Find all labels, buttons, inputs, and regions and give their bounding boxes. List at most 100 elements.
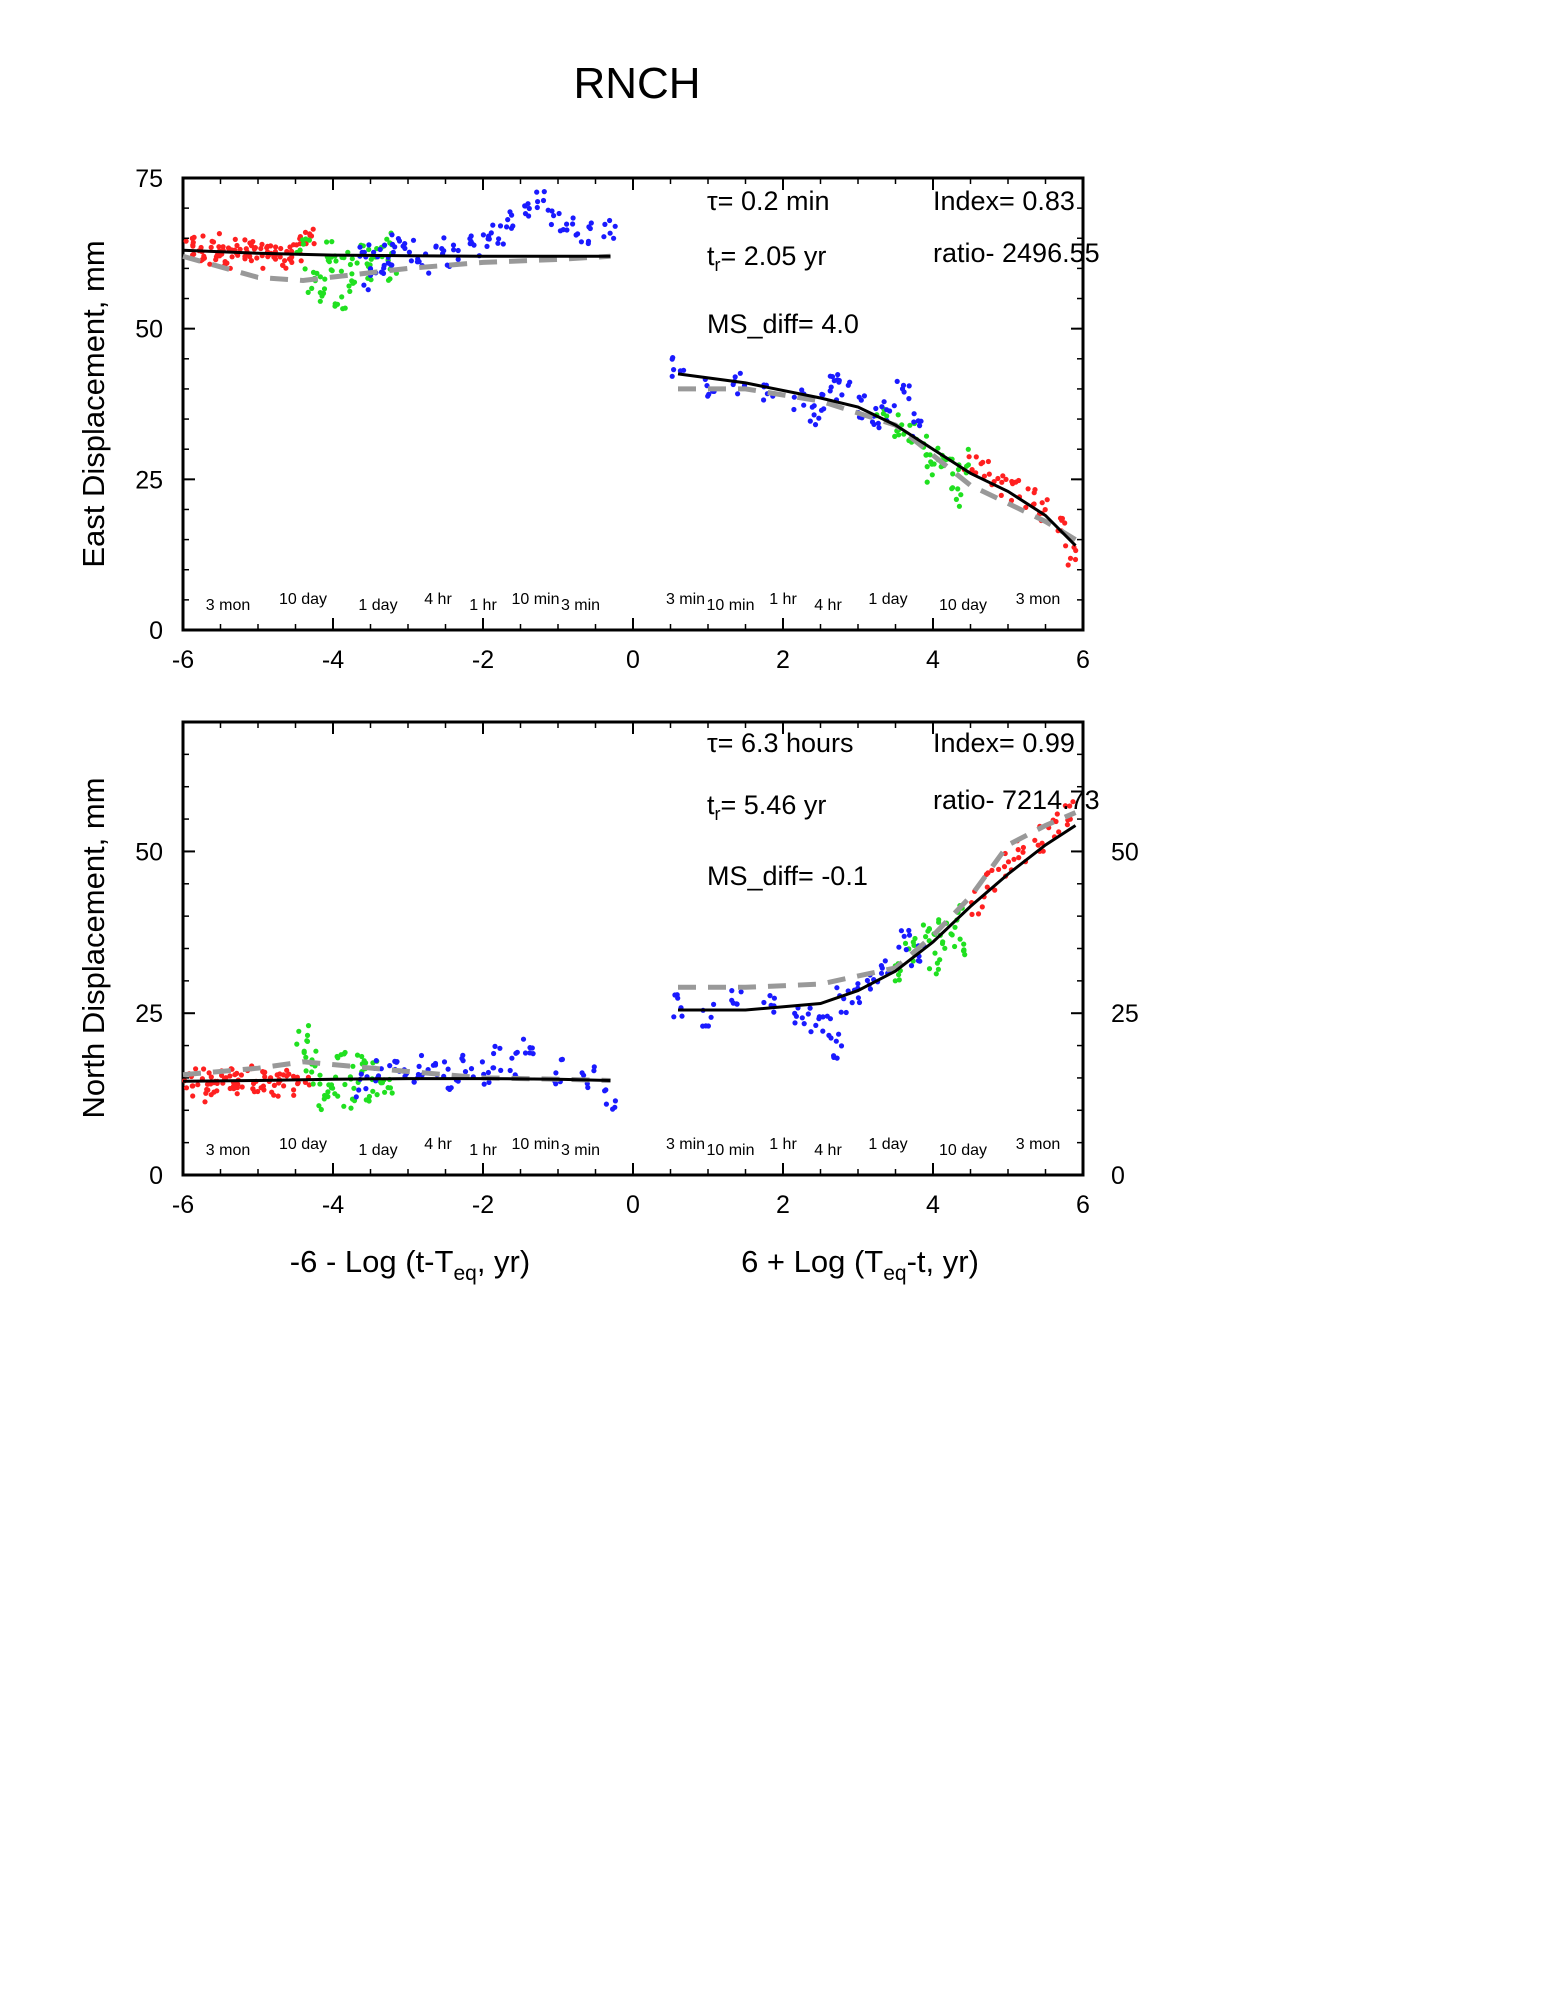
data-point-blue [834, 985, 840, 991]
y-tick-label: 50 [135, 838, 163, 866]
data-point-blue [371, 249, 377, 255]
data-point-green [892, 433, 898, 439]
data-point-red [286, 1071, 292, 1077]
data-point-green [333, 258, 339, 264]
data-point-red [1011, 856, 1017, 862]
data-point-blue [432, 1062, 439, 1068]
east-tau-annotation: τ= 0.2 min [707, 186, 829, 216]
data-point-blue [805, 1011, 811, 1017]
data-point-blue [385, 260, 391, 266]
data-point-blue [711, 1001, 717, 1008]
data-point-red [208, 1074, 214, 1080]
data-point-red [208, 1081, 214, 1087]
data-point-green [374, 1092, 380, 1098]
data-point-red [248, 258, 254, 264]
data-point-red [1032, 487, 1038, 493]
data-point-red [280, 262, 286, 268]
data-point-blue [855, 995, 862, 1001]
x-tick-label: 4 [926, 646, 940, 674]
data-point-blue [878, 970, 885, 976]
data-point-green [351, 279, 358, 285]
data-point-green [935, 445, 941, 451]
time-scale-label: 10 day [279, 591, 327, 608]
data-point-green [318, 1106, 324, 1113]
data-point-blue [838, 1043, 845, 1049]
data-point-green [895, 412, 901, 418]
data-point-blue [448, 1085, 454, 1091]
data-point-green [880, 411, 887, 417]
data-point-red [284, 1067, 290, 1073]
data-point-blue [911, 419, 917, 425]
data-point-blue [484, 243, 490, 249]
data-point-blue [706, 391, 712, 397]
data-point-red [210, 239, 217, 245]
data-point-blue [771, 995, 778, 1001]
data-point-green [952, 924, 958, 930]
data-point-blue [408, 258, 414, 264]
data-point-red [243, 246, 249, 252]
data-point-blue [558, 1057, 564, 1063]
data-point-blue [541, 189, 547, 195]
data-point-blue [828, 384, 834, 390]
data-point-green [347, 261, 353, 268]
data-point-red [1031, 501, 1037, 507]
time-scale-label: 1 hr [769, 1136, 797, 1153]
data-point-green [926, 966, 933, 972]
data-point-green [911, 942, 917, 949]
data-point-blue [828, 1035, 834, 1041]
data-point-blue [587, 225, 593, 232]
time-scale-label: 10 min [706, 1142, 754, 1159]
data-point-blue [356, 1087, 362, 1093]
data-point-blue [878, 963, 885, 969]
data-point-blue [510, 223, 516, 229]
north-tau-value: = 6.3 hours [718, 728, 854, 758]
data-point-blue [564, 221, 570, 227]
data-point-red [975, 911, 982, 917]
data-point-red [307, 231, 313, 237]
data-point-green [350, 1063, 356, 1069]
data-point-green [326, 1082, 332, 1088]
data-point-red [966, 454, 972, 460]
data-point-blue [381, 262, 387, 268]
data-point-red [289, 259, 295, 265]
time-scale-label: 4 hr [424, 1136, 452, 1153]
data-point-red [183, 1085, 190, 1091]
data-point-red [229, 254, 235, 260]
data-point-green [366, 246, 372, 253]
data-point-red [278, 245, 284, 252]
data-point-blue [378, 269, 385, 275]
time-scale-label: 3 min [561, 597, 600, 614]
data-point-red [238, 1072, 244, 1078]
data-point-green [950, 471, 956, 477]
data-point-blue [575, 231, 581, 237]
data-point-blue [389, 241, 396, 247]
data-point-green [304, 1032, 311, 1038]
data-point-green [339, 294, 345, 300]
data-point-red [981, 473, 988, 479]
data-point-blue [864, 977, 871, 984]
time-scale-label: 4 hr [424, 591, 452, 608]
data-point-red [1025, 486, 1031, 492]
data-point-blue [507, 1067, 513, 1074]
time-scale-label: 1 day [358, 597, 397, 614]
data-point-red [1009, 478, 1015, 485]
data-point-red [189, 1083, 195, 1089]
data-point-blue [367, 266, 374, 272]
data-point-red [193, 1066, 199, 1072]
east-displacement-panel: -6 -4 -2 0 2 4 6 0 25 50 75 3 mon 10 day 1 day 4 hr 1 h… [76, 165, 1100, 674]
data-point-red [1054, 811, 1060, 817]
data-point-blue [389, 232, 395, 238]
data-point-blue [527, 1045, 533, 1051]
data-point-green [317, 1081, 323, 1087]
data-point-green [949, 932, 955, 938]
data-point-red [1064, 822, 1070, 828]
x-tick-label: 6 [1076, 1191, 1090, 1219]
data-point-red [1013, 479, 1019, 485]
data-point-blue [836, 1031, 842, 1037]
north-tr-value: = 5.46 yr [721, 790, 827, 820]
data-point-blue [520, 1036, 527, 1042]
data-point-red [227, 1073, 233, 1079]
data-point-red [281, 1083, 287, 1089]
data-point-green [907, 422, 913, 428]
